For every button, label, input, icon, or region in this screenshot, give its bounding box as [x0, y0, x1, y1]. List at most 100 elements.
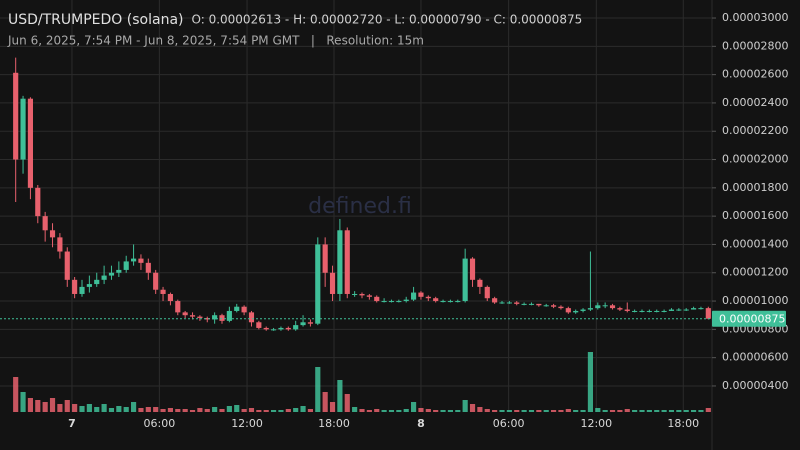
candle-body [241, 306, 247, 313]
y-tick-label: 0.00000400 [722, 379, 788, 392]
volume-bar [57, 404, 63, 412]
grid [0, 0, 712, 412]
volume-bar [403, 409, 409, 412]
volume-bar [101, 404, 107, 412]
candle-body [329, 272, 336, 294]
candle-body [315, 244, 321, 324]
candle-body [609, 305, 616, 309]
volume-bar [595, 408, 601, 412]
volume-bar [676, 410, 682, 412]
candle-body [278, 327, 284, 330]
volume-bar [477, 407, 483, 412]
candle-body [86, 284, 92, 287]
candle-body [506, 302, 512, 304]
candle-body [661, 310, 667, 312]
candle-body [418, 292, 424, 297]
volume-bar [72, 404, 78, 412]
volume-bar [64, 400, 70, 412]
volume-bar [492, 410, 498, 412]
candle-body [197, 316, 203, 319]
y-tick-label: 0.00002000 [722, 153, 788, 166]
candle-body [565, 308, 571, 313]
candle-body [116, 269, 122, 273]
volume-bar [499, 410, 505, 412]
volume-bar [447, 410, 453, 412]
candle-body [256, 322, 262, 328]
volume-bar [263, 410, 269, 412]
candle-body [455, 301, 461, 303]
volume-bar [344, 394, 350, 412]
y-tick-label: 0.00001200 [722, 266, 788, 279]
x-tick-label: 12:00 [231, 417, 263, 430]
x-tick-label: 12:00 [580, 417, 612, 430]
volume-bar [219, 409, 225, 412]
candle-body [469, 258, 476, 280]
volume-bar [175, 409, 181, 412]
watermark: defined.fi [308, 194, 412, 219]
volume-bar [396, 410, 402, 412]
candle-body [492, 298, 498, 303]
volume-bar [189, 410, 196, 412]
volume-bar [79, 406, 85, 412]
candle-body [447, 301, 453, 303]
y-tick-label: 0.00002600 [722, 68, 788, 81]
candle-body [64, 251, 70, 280]
candle-body [138, 258, 144, 263]
candle-body [484, 286, 490, 299]
candle-body [307, 322, 313, 324]
volume-bar [543, 410, 549, 412]
plot [13, 57, 711, 412]
candle-body [79, 286, 85, 294]
volume-bar [108, 408, 115, 412]
candle-body [528, 303, 535, 305]
volume-bar [49, 398, 56, 412]
candle-body [551, 305, 557, 307]
candle-body [639, 310, 645, 312]
volume-bar [705, 408, 711, 412]
x-tick-label: 7 [68, 417, 76, 430]
candle-body [101, 275, 107, 280]
volume-bar [484, 409, 490, 412]
volume-bar [204, 409, 210, 412]
volume-bar [20, 392, 26, 412]
candle-body [131, 258, 137, 262]
candle-body [42, 216, 48, 231]
candle-body [344, 230, 350, 294]
candle-body [300, 322, 306, 326]
volume-bar [433, 410, 439, 412]
volume-bar [411, 402, 417, 412]
volume-bar [94, 407, 100, 412]
candle-body [263, 327, 269, 330]
volume-bar [131, 402, 137, 412]
volume-bar [226, 406, 232, 412]
y-tick-label: 0.00001000 [722, 294, 788, 307]
candle-body [189, 315, 196, 317]
candle-body [204, 318, 210, 320]
last-price-box [712, 310, 786, 327]
candle-body [322, 244, 328, 273]
volume-bar [42, 402, 48, 412]
volume-bar [197, 408, 203, 412]
y-tick-label: 0.00003000 [722, 11, 788, 24]
volume-bar [469, 404, 476, 412]
candle-body [108, 272, 115, 276]
candle-body [646, 310, 652, 312]
candle-body [182, 312, 188, 316]
candle-body [212, 315, 218, 320]
volume-bar [285, 409, 291, 412]
candle-body [433, 298, 439, 302]
volume-bar [455, 410, 461, 412]
candle-body [595, 305, 601, 309]
volume-bar [646, 410, 652, 412]
candle-body [175, 301, 181, 313]
candle-body [543, 305, 549, 307]
volume-bar [617, 410, 623, 412]
y-tick-label: 0.00001400 [722, 237, 788, 250]
x-tick-label: 06:00 [144, 417, 176, 430]
volume-bar [300, 406, 306, 412]
volume-bar [514, 410, 520, 412]
candle-body [219, 315, 225, 321]
volume-bar [565, 409, 571, 412]
